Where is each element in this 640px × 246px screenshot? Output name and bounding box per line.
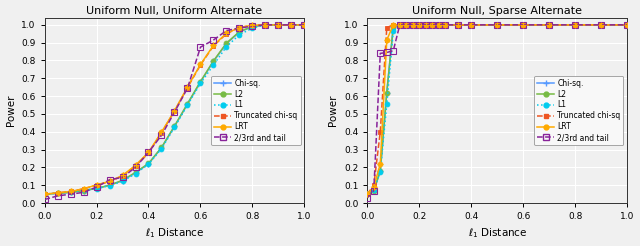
Legend: Chi-sq., L2, L1, Truncated chi-sq, LRT, 2/3rd and tail: Chi-sq., L2, L1, Truncated chi-sq, LRT, …	[211, 76, 301, 145]
X-axis label: $\ell_1$ Distance: $\ell_1$ Distance	[145, 227, 204, 240]
Y-axis label: Power: Power	[328, 95, 339, 126]
X-axis label: $\ell_1$ Distance: $\ell_1$ Distance	[467, 227, 527, 240]
Y-axis label: Power: Power	[6, 95, 15, 126]
Legend: Chi-sq., L2, L1, Truncated chi-sq, LRT, 2/3rd and tail: Chi-sq., L2, L1, Truncated chi-sq, LRT, …	[534, 76, 623, 145]
Title: Uniform Null, Uniform Alternate: Uniform Null, Uniform Alternate	[86, 6, 262, 15]
Title: Uniform Null, Sparse Alternate: Uniform Null, Sparse Alternate	[412, 6, 582, 15]
